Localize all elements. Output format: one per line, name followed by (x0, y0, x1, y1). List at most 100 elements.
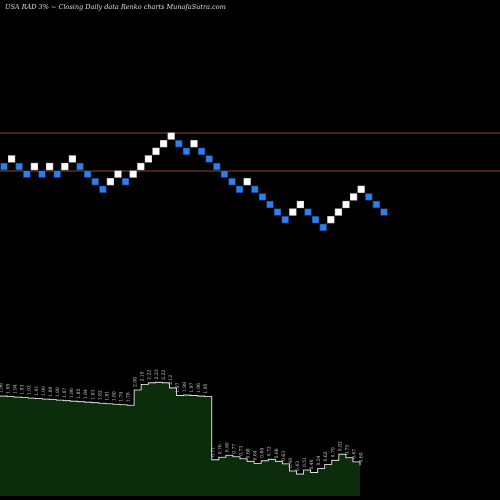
volume-label: 1.81 (104, 391, 110, 401)
volume-label: 0.80 (224, 442, 230, 452)
volume-label: 1.93 (20, 384, 26, 394)
volume-label: 1.88 (55, 387, 61, 397)
down-brick (15, 162, 23, 171)
volume-label: 0.77 (231, 444, 237, 454)
down-brick (0, 162, 8, 171)
down-brick (198, 147, 206, 155)
volume-label: 1.82 (97, 390, 103, 400)
up-brick (137, 162, 145, 171)
volume-label: 1.98 (182, 382, 188, 392)
up-brick (152, 147, 160, 155)
down-brick (23, 170, 31, 178)
volume-label: 1.79 (119, 392, 125, 402)
volume-label: 2.23 (154, 369, 160, 379)
down-brick (258, 193, 267, 201)
volume-label: 0.73 (239, 446, 245, 456)
volume-label: 0.76 (217, 444, 223, 454)
up-brick (30, 162, 39, 171)
down-brick (220, 170, 229, 178)
volume-label: 2.22 (147, 370, 153, 380)
down-brick (365, 193, 373, 201)
chart-header: USA RAD 3% ~ Closing Daily data Renko ch… (5, 3, 226, 11)
down-brick (228, 178, 236, 186)
volume-label: 0.75 (344, 445, 350, 455)
down-brick (175, 140, 183, 148)
up-brick (296, 200, 305, 209)
down-brick (99, 185, 107, 193)
volume-label: 0.69 (260, 448, 266, 458)
down-brick (205, 155, 213, 163)
up-brick (357, 185, 365, 193)
down-brick (182, 147, 191, 155)
volume-label: 0.43 (295, 461, 301, 471)
volume-label: 1.87 (62, 388, 68, 398)
volume-label: 2.08 (133, 377, 139, 387)
down-brick (38, 170, 46, 178)
volume-label: 1.90 (41, 386, 47, 396)
volume-label: 1.80 (111, 391, 117, 401)
up-brick (129, 170, 137, 178)
volume-label: 0.62 (323, 451, 329, 461)
volume-label: 1.94 (13, 384, 19, 394)
down-brick (84, 170, 92, 178)
down-brick (122, 178, 130, 186)
up-brick (334, 208, 343, 216)
volume-label: 1.97 (189, 382, 195, 392)
up-brick (114, 170, 122, 178)
up-brick (45, 162, 54, 171)
volume-label: 2.19 (140, 371, 146, 381)
volume-label: 0.67 (351, 449, 357, 459)
volume-label: 1.86 (69, 388, 75, 398)
volume-label: 1.91 (34, 385, 40, 395)
up-brick (106, 178, 114, 186)
up-brick (349, 193, 358, 201)
volume-label: 0.51 (302, 457, 308, 467)
down-brick (319, 223, 327, 231)
down-brick (304, 208, 312, 216)
header-symbol: USA RAD 3% (5, 3, 49, 11)
volume-label: 1.92 (27, 385, 33, 395)
volume-label: 0.54 (316, 455, 322, 465)
volume-label: 0.71 (210, 447, 216, 457)
down-brick (266, 200, 274, 209)
header-description: Closing Daily data Renko charts (58, 3, 165, 11)
down-brick (76, 162, 84, 171)
up-brick (243, 178, 251, 186)
down-brick (281, 216, 289, 224)
volume-label: 0.68 (274, 448, 280, 458)
volume-label: 1.78 (126, 392, 132, 402)
volume-area (0, 382, 360, 496)
volume-label: 1.89 (48, 386, 54, 396)
volume-label: 0.70 (330, 447, 336, 457)
volume-label: 1.95 (6, 383, 12, 393)
volume-label: 0.72 (267, 446, 273, 456)
down-brick (311, 216, 320, 224)
volume-label: 0.49 (288, 458, 294, 468)
volume-label: 1.95 (203, 383, 209, 393)
up-brick (68, 155, 76, 163)
volume-label: 1.96 (196, 383, 202, 393)
up-brick (8, 155, 16, 163)
up-brick (160, 140, 168, 148)
volume-label: 1.84 (83, 389, 89, 399)
down-brick (251, 185, 259, 193)
up-brick (289, 208, 297, 216)
up-brick (327, 216, 335, 224)
up-brick (342, 200, 350, 209)
volume-outline (0, 381, 361, 475)
volume-label: 2.22 (161, 370, 167, 380)
down-brick (236, 185, 244, 193)
down-brick (53, 170, 61, 178)
header-site: MunafaSutra.com (166, 3, 226, 11)
volume-label: 0.82 (337, 441, 343, 451)
up-brick (61, 162, 69, 171)
up-brick (190, 140, 198, 148)
volume-label: 0.60 (359, 452, 365, 462)
down-brick (91, 178, 99, 186)
header-ticker-suffix: ~ (50, 3, 57, 11)
up-brick (144, 155, 153, 163)
up-brick (167, 132, 175, 140)
down-brick (372, 200, 381, 209)
volume-label: 0.64 (253, 450, 259, 460)
